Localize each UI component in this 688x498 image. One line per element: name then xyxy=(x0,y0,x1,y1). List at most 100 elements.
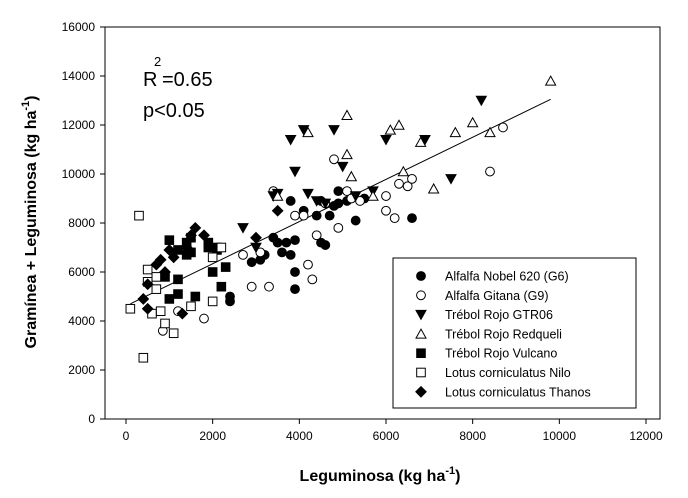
data-point xyxy=(289,166,301,178)
series-6 xyxy=(125,210,227,363)
legend-entry: Lotus corniculatus Thanos xyxy=(415,385,591,399)
data-point xyxy=(216,242,227,253)
legend-label: Lotus corniculatus Nilo xyxy=(445,366,571,380)
y-tick-label: 4000 xyxy=(68,314,95,328)
data-point xyxy=(216,281,227,292)
data-point xyxy=(342,186,352,197)
data-point xyxy=(485,166,495,177)
data-point xyxy=(207,296,218,307)
x-tick-label: 8000 xyxy=(459,429,486,443)
data-point xyxy=(190,291,201,302)
data-point xyxy=(394,178,404,189)
data-point xyxy=(125,303,136,314)
legend-label: Trébol Rojo Vulcano xyxy=(445,347,557,361)
data-point xyxy=(167,251,180,264)
x-axis-title-end: ) xyxy=(455,468,460,485)
data-point xyxy=(203,237,214,248)
legend-entry: Alfalfa Gitana (G9) xyxy=(416,289,549,303)
data-point xyxy=(324,210,335,221)
y-axis-title-main: Gramínea + Leguminosa (kg ha xyxy=(23,111,40,349)
x-tick-label: 10000 xyxy=(543,429,577,443)
data-point xyxy=(186,301,196,312)
data-point xyxy=(310,196,323,207)
x-tick-label: 12000 xyxy=(629,429,663,443)
y-axis-title-sup: -1 xyxy=(20,101,32,111)
data-point xyxy=(402,181,413,192)
data-point xyxy=(173,274,183,285)
legend-marker xyxy=(416,348,426,358)
data-point xyxy=(142,264,153,275)
p-value-annotation: p<0.05 xyxy=(143,100,205,122)
y-tick-label: 0 xyxy=(88,412,95,426)
data-point xyxy=(238,249,248,260)
series-7 xyxy=(137,204,284,320)
data-point xyxy=(185,229,197,242)
data-point xyxy=(277,247,287,258)
data-point xyxy=(160,318,170,329)
data-point xyxy=(134,210,144,221)
data-point xyxy=(427,182,440,194)
data-point xyxy=(164,294,175,304)
data-point xyxy=(137,293,150,305)
legend-label: Trébol Rojo GTR06 xyxy=(445,308,553,322)
x-axis-title-main: Leguminosa (kg ha xyxy=(300,468,446,485)
data-point xyxy=(246,281,257,292)
data-point xyxy=(151,284,162,294)
data-point xyxy=(264,281,274,292)
data-point xyxy=(303,259,313,270)
data-point xyxy=(163,244,176,256)
data-point xyxy=(199,313,209,324)
legend-entry: Trébol Rojo Vulcano xyxy=(416,347,557,361)
data-point xyxy=(220,262,231,272)
data-point xyxy=(350,215,361,226)
data-point xyxy=(285,249,296,260)
data-point xyxy=(498,122,508,133)
legend-marker xyxy=(416,290,426,301)
data-point xyxy=(329,154,339,165)
data-point xyxy=(155,306,166,316)
r-label: R xyxy=(143,69,157,91)
x-axis-title: Leguminosa (kg ha-1) xyxy=(300,465,461,485)
legend-marker xyxy=(415,385,427,398)
legend-box xyxy=(392,257,637,409)
data-point xyxy=(328,125,340,136)
data-point xyxy=(173,289,183,299)
y-tick-label: 14000 xyxy=(62,69,96,83)
r-squared-annotation: R 2 =0.65 xyxy=(143,54,213,91)
y-tick-label: 12000 xyxy=(62,118,96,132)
data-point xyxy=(271,190,284,201)
y-tick-label: 6000 xyxy=(68,265,95,279)
legend-marker xyxy=(415,309,427,321)
data-point xyxy=(319,198,332,210)
data-point xyxy=(271,204,284,217)
series-2 xyxy=(157,122,508,336)
data-point xyxy=(180,241,193,254)
r-superscript: 2 xyxy=(154,54,161,69)
legend-label: Alfalfa Nobel 620 (G6) xyxy=(445,270,569,284)
legend-entry: Alfalfa Nobel 620 (G6) xyxy=(416,270,569,284)
data-point xyxy=(544,75,557,86)
data-point xyxy=(397,165,410,177)
data-point xyxy=(176,307,189,320)
data-point xyxy=(466,116,479,128)
data-point xyxy=(341,109,353,120)
data-point xyxy=(311,230,322,241)
data-point xyxy=(475,95,488,107)
data-point xyxy=(290,284,300,295)
data-point xyxy=(151,272,162,282)
data-point xyxy=(407,174,417,184)
data-point xyxy=(207,267,218,277)
y-tick-label: 10000 xyxy=(62,167,96,181)
data-point xyxy=(336,161,349,173)
legend-marker xyxy=(416,367,426,378)
data-point xyxy=(298,210,309,221)
data-point xyxy=(285,196,296,206)
data-point xyxy=(311,210,322,221)
y-tick-label: 16000 xyxy=(62,20,96,34)
data-point xyxy=(290,210,300,221)
data-point xyxy=(250,231,262,244)
series-4 xyxy=(271,75,557,201)
data-point xyxy=(138,352,149,363)
data-point xyxy=(290,267,300,277)
data-point xyxy=(198,229,210,242)
